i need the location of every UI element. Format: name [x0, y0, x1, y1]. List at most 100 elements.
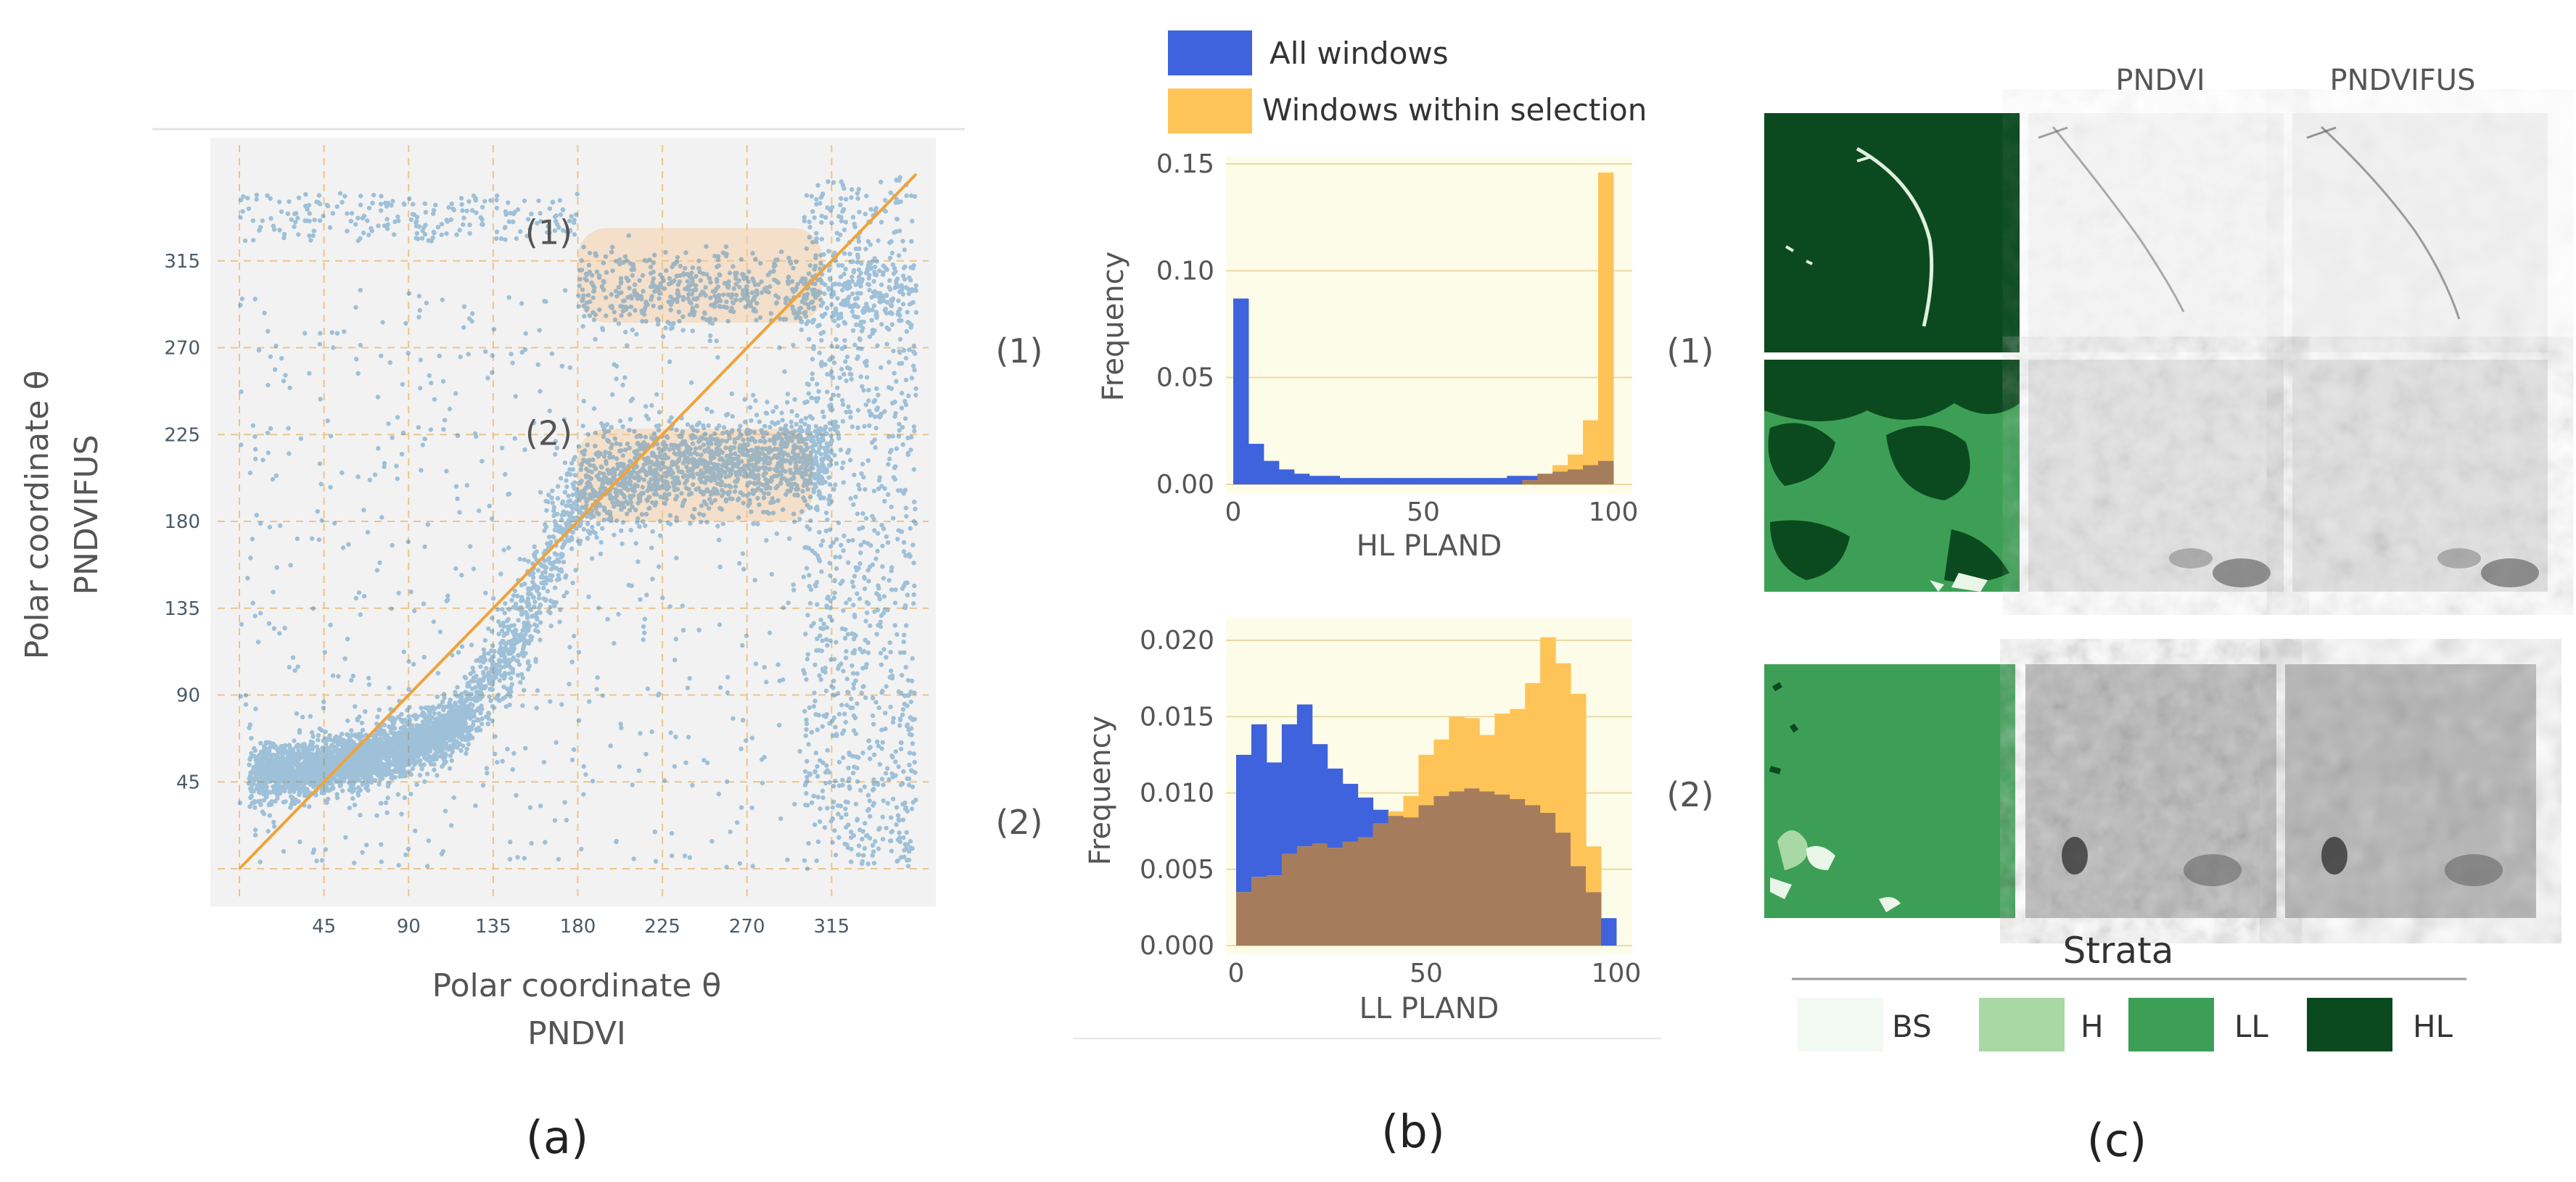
- hist-bar-overlap: [1312, 843, 1328, 946]
- strata-swatch-h: [1979, 998, 2065, 1051]
- x-tick-label: 180: [560, 916, 596, 938]
- hist-bar-selection: [1568, 454, 1584, 470]
- histogram-1-xlabel: HL PLAND: [1357, 529, 1502, 563]
- pndvifus-map-2: [2285, 664, 2536, 918]
- hist-x-tick-label: 0: [1225, 497, 1242, 527]
- hist-bar-overlap: [1281, 854, 1298, 946]
- selection-label: (2): [525, 413, 572, 452]
- hist-bar-selection: [1552, 465, 1568, 472]
- hist-bar-overlap: [1373, 823, 1389, 946]
- hist-bar-overlap: [1571, 866, 1587, 946]
- hist-bar-all-windows: [1236, 754, 1252, 893]
- hist-x-tick-label: 50: [1407, 497, 1440, 527]
- x-tick-label: 45: [312, 916, 336, 938]
- hist-bar-all-windows: [1415, 478, 1431, 484]
- hist-y-tick-label: 0.10: [1156, 256, 1214, 286]
- hist-bar-all-windows: [1324, 476, 1341, 484]
- y-tick-labels: 45 90 135 180 225 270 315: [164, 251, 200, 794]
- scatter-panel: (1) (2) 45 90 135 180 225 270 315 45 90 135 180 225…: [19, 128, 965, 1164]
- hist-bar-all-windows: [1293, 474, 1310, 484]
- selection-labels: (1) (2): [525, 213, 572, 453]
- hist-bar-all-windows: [1266, 762, 1283, 876]
- histogram-1-bars: [1233, 172, 1614, 484]
- y-axis-label-secondary: PNDVIFUS: [68, 434, 105, 595]
- histogram-1-ylabel: Frequency: [1097, 252, 1130, 402]
- y-tick-label: 90: [176, 685, 200, 707]
- column-header-pndvifus: PNDVIFUS: [2330, 64, 2476, 97]
- hist-bar-all-windows: [1357, 797, 1374, 838]
- hist-bar-overlap: [1537, 474, 1553, 484]
- hist-bar-overlap: [1583, 465, 1599, 484]
- x-tick-label: 270: [729, 916, 765, 938]
- hist-bar-overlap: [1522, 480, 1538, 484]
- identity-line: [238, 173, 918, 870]
- strata-map-2: [1764, 664, 2015, 918]
- hist-bar-selection: [1555, 663, 1571, 833]
- x-axis-label: Polar coordinate θ: [432, 967, 722, 1004]
- hist-bar-overlap: [1296, 846, 1313, 946]
- scatter-grid: [218, 145, 929, 899]
- hist-y-tick-label: 0.010: [1140, 779, 1214, 809]
- hist-bar-all-windows: [1251, 724, 1267, 877]
- hist-bar-all-windows: [1263, 460, 1280, 484]
- hist-bar-overlap: [1479, 791, 1495, 946]
- hist-bar-all-windows: [1461, 478, 1477, 484]
- hist-bar-overlap: [1449, 791, 1465, 946]
- hist-bar-overlap: [1418, 805, 1434, 946]
- histogram-ll-pland: 0.000 0.005 0.010 0.015 0.020 0 50 100 LL PLAND…: [1084, 618, 1641, 1025]
- legend-all-windows: All windows: [1270, 36, 1449, 71]
- strata-swatch-bs: [1798, 998, 1883, 1051]
- hist-bar-all-windows: [1491, 478, 1507, 484]
- histogram-2-bars: [1236, 637, 1617, 946]
- x-tick-labels: 45 90 135 180 225 270 315: [312, 916, 849, 938]
- y-tick-label: 270: [164, 338, 200, 360]
- x-tick-label: 135: [475, 916, 511, 938]
- y-tick-label: 225: [164, 424, 200, 446]
- hist-bar-overlap: [1388, 816, 1404, 946]
- hist-bar-all-windows: [1278, 469, 1295, 484]
- x-tick-label: 225: [644, 916, 680, 938]
- legend-windows-within-selection: Windows within selection: [1262, 92, 1647, 128]
- hist-bar-selection: [1583, 420, 1599, 466]
- hist-bar-overlap: [1555, 832, 1571, 946]
- hist-bar-all-windows: [1373, 809, 1389, 824]
- hist-y-tick-label: 0.005: [1140, 855, 1214, 885]
- selection-regions: [577, 228, 823, 521]
- pndvi-map-1a: [2028, 113, 2284, 352]
- hist-bar-selection: [1464, 718, 1480, 789]
- strata-label-ll: LL: [2234, 1009, 2268, 1044]
- hist-bar-selection: [1586, 846, 1602, 893]
- hist-bar-all-windows: [1431, 478, 1447, 484]
- hist-bar-all-windows: [1507, 476, 1523, 484]
- hist-bar-all-windows: [1248, 444, 1264, 484]
- column-header-pndvi: PNDVI: [2115, 64, 2205, 97]
- y-axis-label: Polar coordinate θ: [19, 371, 56, 660]
- hist-bar-selection: [1479, 735, 1495, 792]
- hist-bar-selection: [1540, 637, 1556, 813]
- map-panel: PNDVI PNDVIFUS (1) (2): [1666, 64, 2548, 1167]
- hist-bar-all-windows: [1476, 478, 1492, 484]
- hist-y-tick-label: 0.000: [1140, 931, 1214, 961]
- hist-bar-overlap: [1357, 837, 1374, 946]
- hist-bar-overlap: [1403, 817, 1420, 946]
- selection-label: (1): [525, 213, 572, 252]
- legend-swatch-all-windows: [1168, 30, 1252, 75]
- hist-bar-selection: [1494, 714, 1510, 795]
- hist-bar-selection: [1403, 795, 1420, 818]
- hist-bar-all-windows: [1342, 783, 1359, 842]
- hist-y-tick-label: 0.15: [1156, 149, 1214, 179]
- pndvi-map-1b: [2028, 360, 2284, 592]
- hist-bar-overlap: [1464, 788, 1480, 946]
- hist-bar-selection: [1598, 172, 1614, 461]
- x-tick-label: 90: [397, 916, 421, 938]
- strata-label-bs: BS: [1892, 1009, 1932, 1044]
- histogram-2-xlabel: LL PLAND: [1359, 992, 1499, 1025]
- y-tick-label: 180: [164, 511, 200, 533]
- hist-bar-all-windows: [1327, 768, 1343, 848]
- histogram-panel: All windows Windows within selection 0.0…: [995, 30, 1661, 1158]
- hist-bar-all-windows: [1354, 478, 1371, 484]
- hist-bar-all-windows: [1400, 478, 1417, 484]
- hist-bar-overlap: [1327, 848, 1343, 946]
- pndvi-map-2: [2025, 664, 2276, 918]
